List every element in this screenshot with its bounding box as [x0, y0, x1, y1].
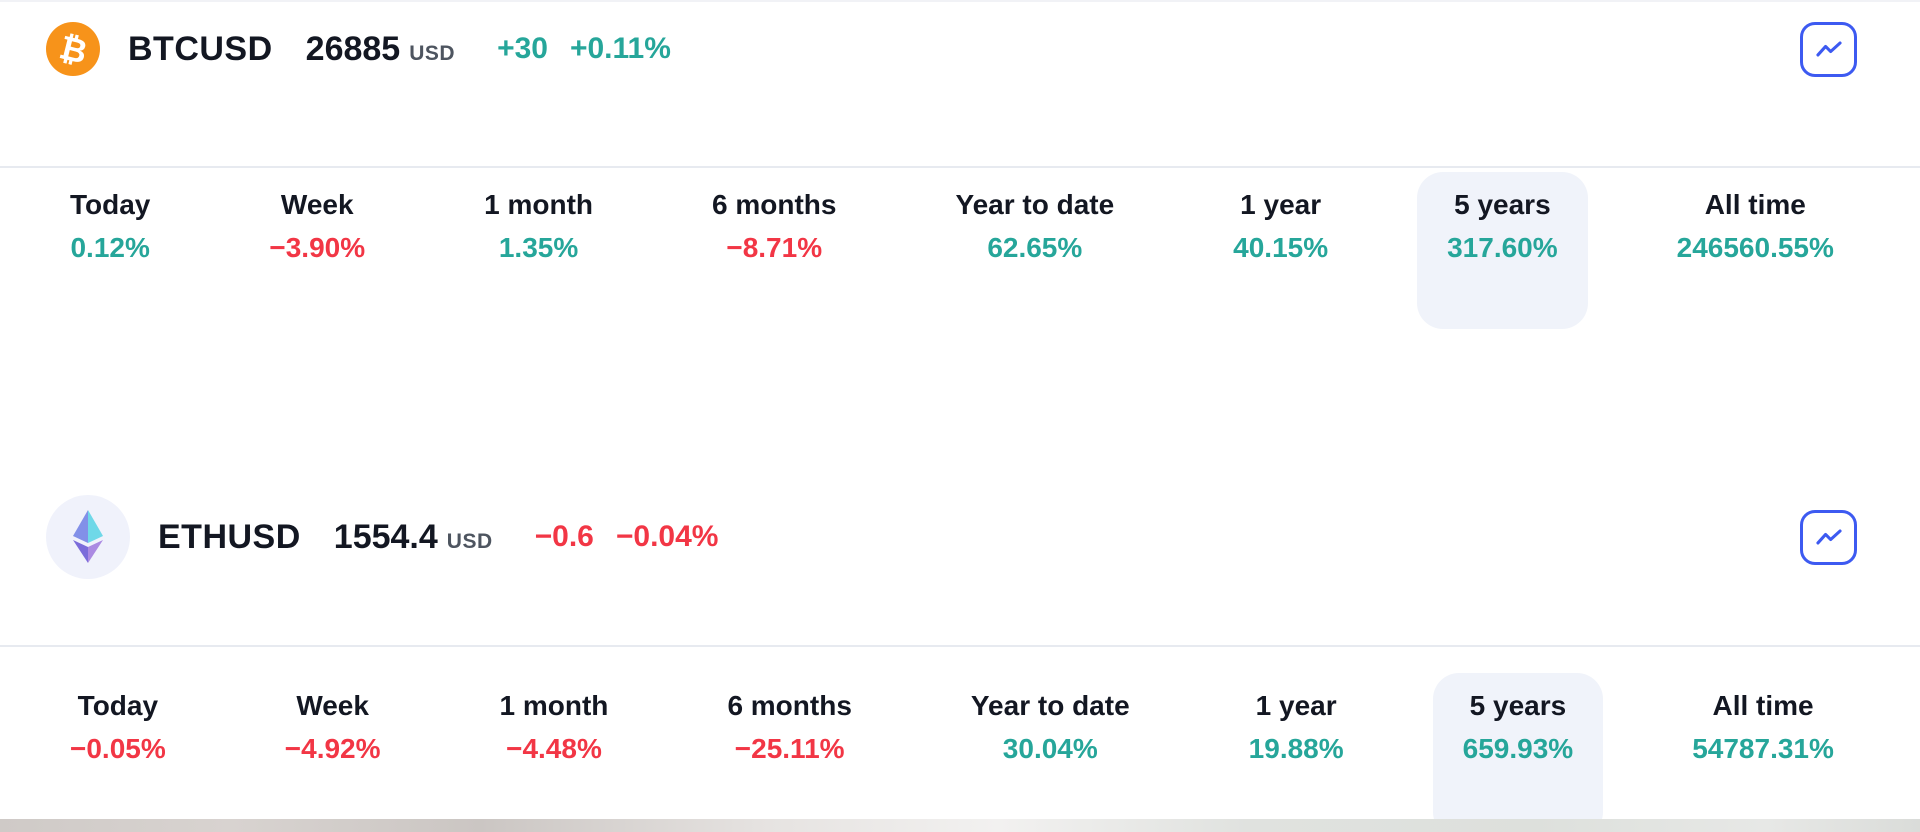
- period-cell-6-months[interactable]: 6 months −8.71%: [682, 172, 866, 329]
- symbol-name: BTCUSD: [128, 29, 273, 68]
- open-full-chart-button[interactable]: [1800, 509, 1857, 565]
- period-cell-1-year[interactable]: 1 year 19.88%: [1219, 673, 1374, 832]
- widget-ethusd: ETHUSD 1554.4 USD −0.6 −0.04% Today −0.05…: [0, 495, 1920, 832]
- period-label: Today: [70, 189, 151, 220]
- period-value: −4.92%: [284, 733, 381, 764]
- period-cell-today[interactable]: Today 0.12%: [40, 172, 180, 329]
- period-value: −0.05%: [70, 733, 166, 764]
- open-full-chart-button[interactable]: [1800, 21, 1857, 77]
- btc-period-row: Today 0.12% Week −3.90% 1 month 1.35% 6 months…: [0, 168, 1920, 329]
- period-value: 54787.31%: [1692, 733, 1834, 764]
- period-value: −8.71%: [726, 232, 823, 263]
- period-value: 317.60%: [1447, 232, 1558, 263]
- period-value: 40.15%: [1233, 232, 1329, 263]
- period-label: Year to date: [955, 189, 1115, 220]
- change-block: +30 +0.11%: [497, 32, 671, 66]
- change-absolute: +30: [497, 32, 548, 65]
- btc-header: ₿ BTCUSD 26885 USD +30 +0.11%: [0, 20, 1920, 168]
- last-price: 26885: [305, 29, 401, 68]
- period-label: 1 year: [1240, 189, 1322, 220]
- period-cell-1-month[interactable]: 1 month 1.35%: [454, 172, 623, 329]
- eth-header: ETHUSD 1554.4 USD −0.6 −0.04%: [0, 495, 1920, 647]
- bottom-edge-strip: [0, 819, 1920, 832]
- period-value: −3.90%: [269, 232, 366, 263]
- period-cell-1-year[interactable]: 1 year 40.15%: [1203, 172, 1358, 329]
- period-cell-5-years[interactable]: 5 years 659.93%: [1432, 673, 1604, 832]
- period-label: 5 years: [1469, 690, 1567, 721]
- period-cell-week[interactable]: Week −3.90%: [239, 172, 395, 329]
- eth-period-row: Today −0.05% Week −4.92% 1 month −4.48% 6 mont…: [0, 647, 1920, 832]
- period-value: 246560.55%: [1676, 232, 1834, 263]
- period-label: 5 years: [1454, 189, 1551, 220]
- period-label: Week: [280, 189, 354, 220]
- trend-line-icon: [1815, 41, 1842, 57]
- symbol-name: ETHUSD: [158, 517, 301, 556]
- change-percent: −0.04%: [615, 520, 719, 553]
- period-label: Week: [296, 690, 369, 721]
- change-absolute: −0.6: [534, 520, 594, 553]
- period-cell-5-years[interactable]: 5 years 317.60%: [1417, 172, 1588, 329]
- widget-btcusd: ₿ BTCUSD 26885 USD +30 +0.11% Today 0.1: [0, 20, 1920, 329]
- period-value: 30.04%: [1002, 733, 1098, 764]
- period-label: Year to date: [970, 690, 1130, 721]
- period-cell-today[interactable]: Today −0.05%: [40, 673, 196, 832]
- period-value: 0.12%: [70, 232, 150, 263]
- bitcoin-icon: ₿: [46, 22, 100, 76]
- period-value: −25.11%: [734, 733, 845, 764]
- period-label: All time: [1704, 189, 1806, 220]
- ethereum-diamond: [73, 510, 103, 563]
- price-block: 26885 USD: [306, 30, 455, 69]
- change-percent: +0.11%: [569, 32, 671, 65]
- period-cell-6-months[interactable]: 6 months −25.11%: [697, 673, 881, 832]
- last-price: 1554.4: [333, 517, 438, 556]
- period-cell-all-time[interactable]: All time 246560.55%: [1647, 172, 1864, 329]
- currency-label: USD: [409, 41, 456, 65]
- period-cell-year-to-date[interactable]: Year to date 62.65%: [925, 172, 1144, 329]
- period-label: Today: [77, 690, 159, 721]
- period-label: 1 month: [484, 189, 593, 220]
- ethereum-icon: [46, 495, 130, 579]
- trend-line-icon: [1815, 529, 1842, 545]
- period-label: 6 months: [711, 189, 837, 220]
- period-cell-year-to-date[interactable]: Year to date 30.04%: [941, 673, 1160, 832]
- period-cell-1-month[interactable]: 1 month −4.48%: [470, 673, 639, 832]
- period-label: 6 months: [727, 690, 852, 721]
- period-value: 19.88%: [1248, 733, 1344, 764]
- price-block: 1554.4 USD: [334, 518, 493, 557]
- period-value: 62.65%: [987, 232, 1083, 263]
- widget-gap: [0, 329, 1920, 471]
- currency-label: USD: [446, 529, 493, 553]
- period-cell-week[interactable]: Week −4.92%: [255, 673, 411, 832]
- period-value: −4.48%: [506, 733, 602, 764]
- period-label: All time: [1712, 690, 1814, 721]
- period-value: 659.93%: [1462, 733, 1574, 764]
- period-value: 1.35%: [498, 232, 579, 263]
- period-label: 1 year: [1255, 690, 1337, 721]
- bitcoin-glyph: ₿: [55, 26, 91, 72]
- period-cell-all-time[interactable]: All time 54787.31%: [1662, 673, 1864, 832]
- change-block: −0.6 −0.04%: [535, 520, 719, 554]
- period-label: 1 month: [499, 690, 609, 721]
